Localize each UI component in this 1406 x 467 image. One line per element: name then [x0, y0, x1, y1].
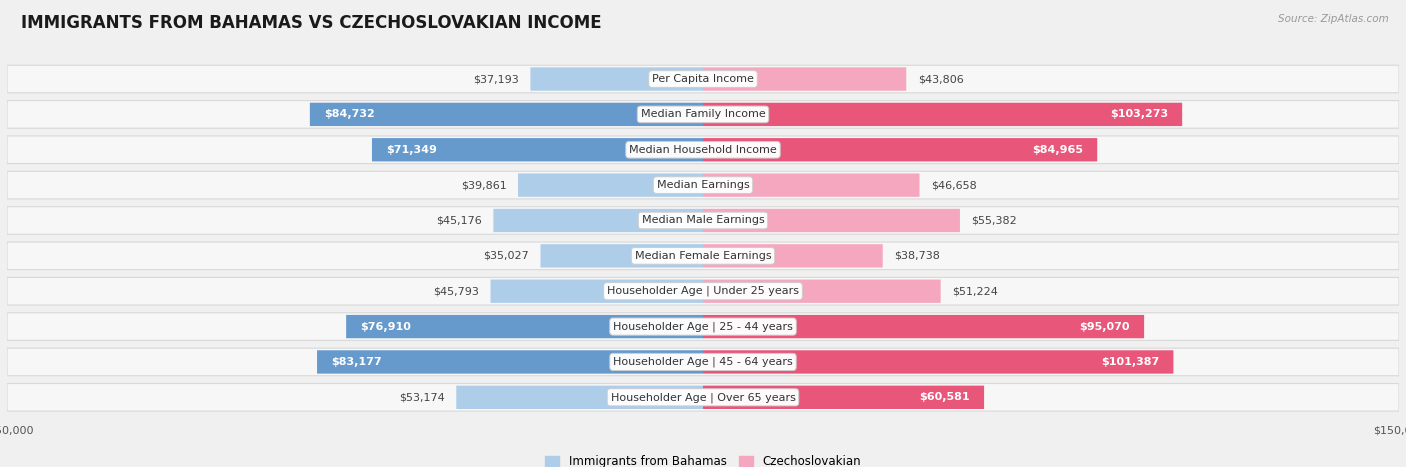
Text: Householder Age | 25 - 44 years: Householder Age | 25 - 44 years: [613, 321, 793, 332]
Text: Median Family Income: Median Family Income: [641, 109, 765, 120]
FancyBboxPatch shape: [7, 277, 1399, 305]
FancyBboxPatch shape: [703, 244, 883, 268]
Text: $71,349: $71,349: [385, 145, 437, 155]
FancyBboxPatch shape: [7, 65, 1399, 93]
Text: $35,027: $35,027: [484, 251, 529, 261]
Text: Householder Age | 45 - 64 years: Householder Age | 45 - 64 years: [613, 357, 793, 367]
Text: $39,861: $39,861: [461, 180, 506, 190]
FancyBboxPatch shape: [7, 207, 1399, 234]
Text: $45,793: $45,793: [433, 286, 479, 296]
Text: $60,581: $60,581: [920, 392, 970, 402]
Text: $84,732: $84,732: [323, 109, 374, 120]
Text: $46,658: $46,658: [931, 180, 977, 190]
Text: Householder Age | Over 65 years: Householder Age | Over 65 years: [610, 392, 796, 403]
FancyBboxPatch shape: [703, 315, 1144, 338]
FancyBboxPatch shape: [7, 136, 1399, 163]
Text: Median Female Earnings: Median Female Earnings: [634, 251, 772, 261]
FancyBboxPatch shape: [318, 350, 703, 374]
Text: Median Male Earnings: Median Male Earnings: [641, 215, 765, 226]
FancyBboxPatch shape: [703, 386, 984, 409]
FancyBboxPatch shape: [491, 280, 703, 303]
Text: $55,382: $55,382: [972, 215, 1018, 226]
Text: $84,965: $84,965: [1032, 145, 1083, 155]
Text: $43,806: $43,806: [918, 74, 963, 84]
Text: $101,387: $101,387: [1101, 357, 1160, 367]
FancyBboxPatch shape: [7, 171, 1399, 199]
FancyBboxPatch shape: [7, 242, 1399, 269]
FancyBboxPatch shape: [7, 348, 1399, 376]
FancyBboxPatch shape: [703, 173, 920, 197]
FancyBboxPatch shape: [530, 67, 703, 91]
Text: $51,224: $51,224: [952, 286, 998, 296]
FancyBboxPatch shape: [7, 100, 1399, 128]
FancyBboxPatch shape: [540, 244, 703, 268]
FancyBboxPatch shape: [703, 209, 960, 232]
Text: $45,176: $45,176: [436, 215, 482, 226]
Text: Householder Age | Under 25 years: Householder Age | Under 25 years: [607, 286, 799, 297]
Text: Median Household Income: Median Household Income: [628, 145, 778, 155]
Text: IMMIGRANTS FROM BAHAMAS VS CZECHOSLOVAKIAN INCOME: IMMIGRANTS FROM BAHAMAS VS CZECHOSLOVAKI…: [21, 14, 602, 32]
FancyBboxPatch shape: [703, 103, 1182, 126]
Text: $103,273: $103,273: [1111, 109, 1168, 120]
Text: Source: ZipAtlas.com: Source: ZipAtlas.com: [1278, 14, 1389, 24]
FancyBboxPatch shape: [7, 313, 1399, 340]
FancyBboxPatch shape: [7, 383, 1399, 411]
FancyBboxPatch shape: [517, 173, 703, 197]
Text: $38,738: $38,738: [894, 251, 941, 261]
Text: $76,910: $76,910: [360, 322, 411, 332]
FancyBboxPatch shape: [457, 386, 703, 409]
FancyBboxPatch shape: [494, 209, 703, 232]
Text: Per Capita Income: Per Capita Income: [652, 74, 754, 84]
FancyBboxPatch shape: [373, 138, 703, 162]
Text: $53,174: $53,174: [399, 392, 444, 402]
FancyBboxPatch shape: [346, 315, 703, 338]
FancyBboxPatch shape: [703, 350, 1174, 374]
Text: Median Earnings: Median Earnings: [657, 180, 749, 190]
Text: $95,070: $95,070: [1080, 322, 1130, 332]
FancyBboxPatch shape: [703, 67, 907, 91]
Text: $83,177: $83,177: [330, 357, 381, 367]
FancyBboxPatch shape: [309, 103, 703, 126]
Legend: Immigrants from Bahamas, Czechoslovakian: Immigrants from Bahamas, Czechoslovakian: [540, 450, 866, 467]
Text: $37,193: $37,193: [472, 74, 519, 84]
FancyBboxPatch shape: [703, 138, 1097, 162]
FancyBboxPatch shape: [703, 280, 941, 303]
